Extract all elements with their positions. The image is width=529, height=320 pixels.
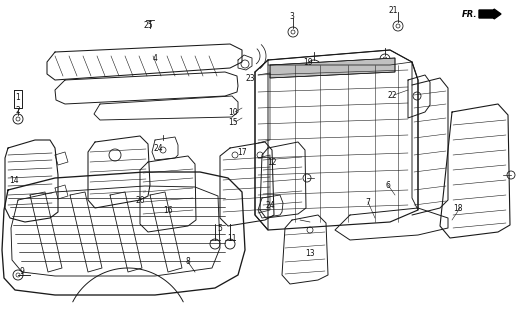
Text: 5: 5 [217, 223, 222, 233]
Text: 12: 12 [267, 157, 277, 166]
Text: 14: 14 [9, 175, 19, 185]
Text: 18: 18 [453, 204, 463, 212]
Text: 9: 9 [20, 267, 24, 276]
Text: 19: 19 [303, 58, 313, 67]
Polygon shape [270, 58, 395, 78]
Text: 8: 8 [186, 258, 190, 267]
Text: 10: 10 [228, 108, 238, 116]
Text: 20: 20 [135, 196, 145, 204]
FancyArrow shape [479, 9, 501, 19]
Text: 16: 16 [163, 205, 173, 214]
Text: 7: 7 [366, 197, 370, 206]
Text: 23: 23 [245, 74, 255, 83]
Text: 22: 22 [387, 91, 397, 100]
Text: 21: 21 [388, 5, 398, 14]
Text: 2: 2 [16, 106, 21, 115]
Text: 3: 3 [289, 12, 295, 20]
Text: 4: 4 [152, 53, 158, 62]
Text: 6: 6 [386, 180, 390, 189]
Text: 15: 15 [228, 117, 238, 126]
Text: 24: 24 [265, 201, 275, 210]
Text: 1: 1 [16, 92, 21, 101]
Text: 17: 17 [237, 148, 247, 156]
Text: 24: 24 [153, 143, 163, 153]
Text: 11: 11 [227, 234, 237, 243]
Text: FR.: FR. [461, 10, 477, 19]
Text: 25: 25 [143, 20, 153, 29]
Text: 13: 13 [305, 250, 315, 259]
